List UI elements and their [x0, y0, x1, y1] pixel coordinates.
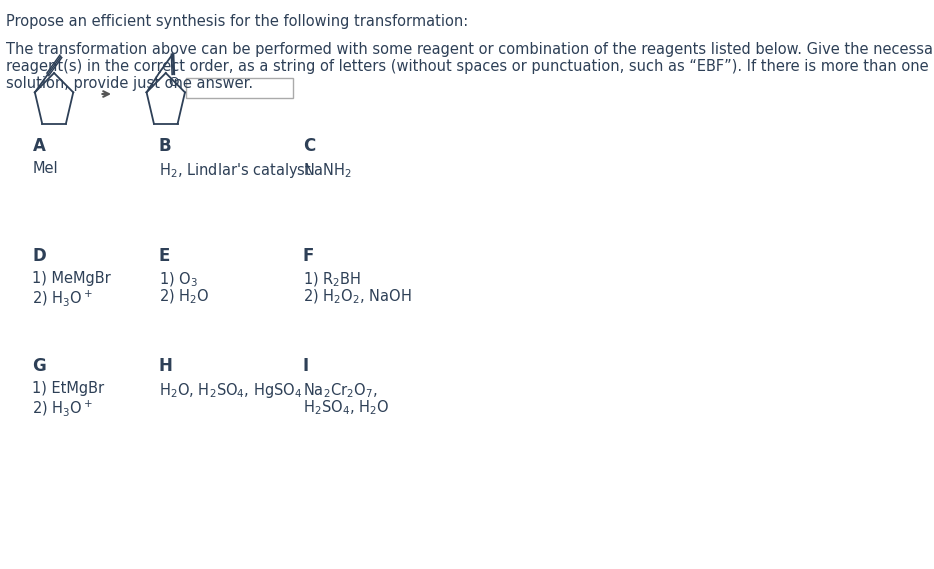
- Text: H$_2$, Lindlar's catalyst: H$_2$, Lindlar's catalyst: [159, 161, 311, 180]
- Text: reagent(s) in the correct order, as a string of letters (without spaces or punct: reagent(s) in the correct order, as a st…: [6, 59, 934, 74]
- Text: The transformation above can be performed with some reagent or combination of th: The transformation above can be performe…: [6, 42, 934, 57]
- Text: 1) MeMgBr: 1) MeMgBr: [33, 271, 111, 286]
- Text: I: I: [303, 357, 309, 375]
- Text: B: B: [159, 137, 171, 155]
- Text: C: C: [303, 137, 315, 155]
- Text: 2) H$_2$O$_2$, NaOH: 2) H$_2$O$_2$, NaOH: [303, 288, 411, 306]
- Text: 1) R$_2$BH: 1) R$_2$BH: [303, 271, 361, 290]
- Text: 2) H$_2$O: 2) H$_2$O: [159, 288, 209, 306]
- Text: D: D: [33, 247, 46, 265]
- Text: E: E: [159, 247, 170, 265]
- Text: solution, provide just one answer.: solution, provide just one answer.: [6, 76, 253, 91]
- Text: H$_2$O, H$_2$SO$_4$, HgSO$_4$: H$_2$O, H$_2$SO$_4$, HgSO$_4$: [159, 381, 302, 400]
- Text: H: H: [159, 357, 173, 375]
- Text: O: O: [168, 76, 178, 89]
- Text: 1) EtMgBr: 1) EtMgBr: [33, 381, 105, 396]
- Text: NaNH$_2$: NaNH$_2$: [303, 161, 351, 180]
- Text: G: G: [33, 357, 46, 375]
- Text: MeI: MeI: [33, 161, 58, 176]
- Text: A: A: [33, 137, 46, 155]
- Text: Propose an efficient synthesis for the following transformation:: Propose an efficient synthesis for the f…: [6, 14, 468, 29]
- Text: 2) H$_3$O$^+$: 2) H$_3$O$^+$: [33, 288, 93, 308]
- Text: H$_2$SO$_4$, H$_2$O: H$_2$SO$_4$, H$_2$O: [303, 398, 389, 417]
- Text: F: F: [303, 247, 314, 265]
- Text: 1) O$_3$: 1) O$_3$: [159, 271, 197, 290]
- Text: Na$_2$Cr$_2$O$_7$,: Na$_2$Cr$_2$O$_7$,: [303, 381, 377, 399]
- Text: 2) H$_3$O$^+$: 2) H$_3$O$^+$: [33, 398, 93, 418]
- FancyBboxPatch shape: [186, 78, 292, 98]
